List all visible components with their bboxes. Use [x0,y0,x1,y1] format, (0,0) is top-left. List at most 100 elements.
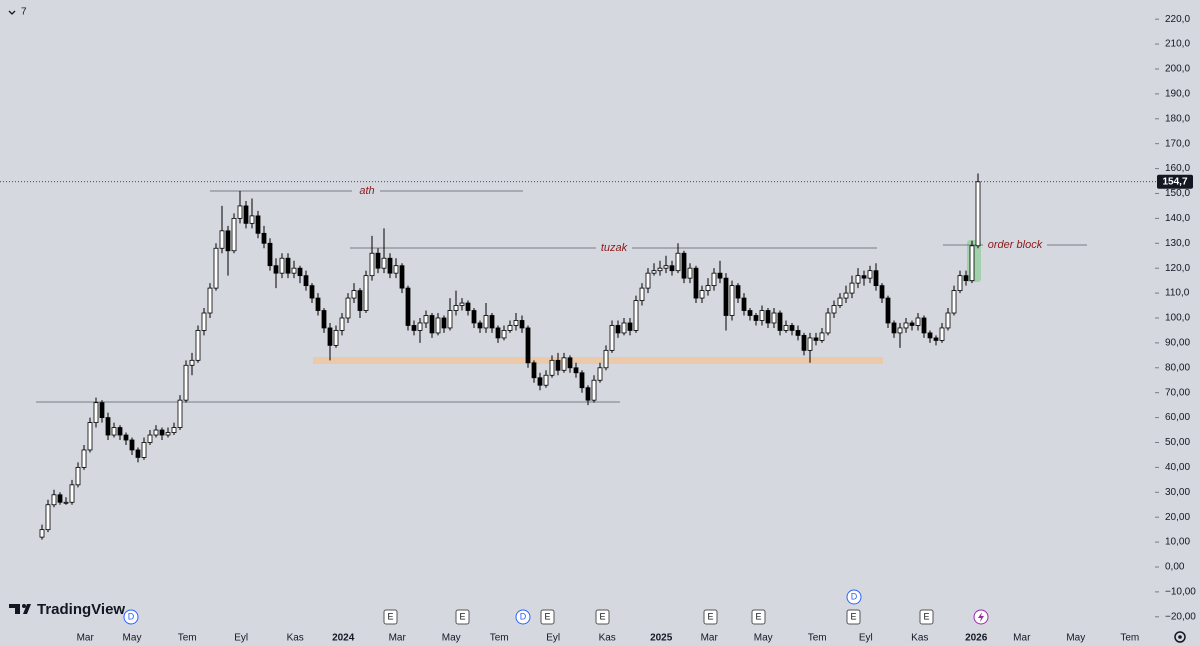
y-tick-label: 100,0 [1165,313,1190,324]
candle-body [285,257,291,274]
candle-body [351,290,357,299]
candle-body [141,442,147,458]
candle-body [279,257,285,274]
candle-body [333,330,339,346]
event-marker[interactable] [123,609,139,625]
candle-body [243,205,249,224]
candle-body [939,327,945,341]
candle-body [465,302,471,311]
candle-body [477,322,483,329]
candle-body [693,267,699,299]
candle-body [321,310,327,329]
candle-body [867,270,873,279]
candle-body [231,217,237,252]
y-tick-label: 40,00 [1165,462,1190,473]
event-marker[interactable] [751,609,766,625]
y-tick-label: 120,0 [1165,263,1190,274]
y-tick-label: 150,0 [1165,188,1190,199]
candle-body [447,310,453,329]
y-tick-label: 90,00 [1165,338,1190,349]
candle-body [303,275,309,287]
candle-body [459,302,465,306]
candle-body [453,305,459,311]
candle-body [969,245,975,282]
candle-body [207,287,213,314]
candle-body [213,247,219,289]
y-tick-label: −10,00 [1165,587,1196,598]
event-marker[interactable] [846,609,861,625]
candle-body [915,317,921,326]
candle-body [603,349,609,369]
candle-body [957,275,963,291]
candle-body [759,310,765,321]
candle-body [483,315,489,329]
candle-body [69,484,75,503]
candle-body [399,265,405,289]
y-tick-label: 20,00 [1165,512,1190,523]
event-marker[interactable] [846,589,862,605]
y-tick-label: 50,00 [1165,437,1190,448]
candle-body [975,181,981,247]
candle-body [153,429,159,436]
candle-body [309,285,315,299]
y-tick-label: −20,00 [1165,611,1196,622]
candle-body [891,322,897,334]
event-label: E [387,611,393,621]
candle-body [879,285,885,299]
candle-body [519,320,525,329]
candle-body [411,325,417,331]
candle-body [627,322,633,331]
support-zone [313,357,883,364]
candle-body [441,317,447,329]
event-marker[interactable] [515,609,531,625]
y-tick-label: 170,0 [1165,138,1190,149]
candle-body [51,494,57,506]
event-marker[interactable] [595,609,610,625]
candle-body [735,285,741,299]
candle-body [717,272,723,279]
candle-body [507,325,513,331]
y-tick-label: 190,0 [1165,89,1190,100]
candle-body [387,257,393,274]
candle-body [345,297,351,319]
candle-body [501,330,507,339]
candle-body [549,359,555,376]
candle-body [933,337,939,341]
brand-name: TradingView [37,601,125,618]
event-label: E [707,611,713,621]
candle-body [171,427,177,433]
candle-body [531,362,537,379]
last-price-box [1157,174,1193,189]
candle-body [117,427,123,436]
candle-body [57,494,63,503]
candle-body [585,387,591,401]
x-tick-label: Kas [287,633,304,644]
candle-body [63,501,69,504]
event-marker[interactable] [703,609,718,625]
candle-body [261,232,267,244]
collapse-icon[interactable] [8,10,16,15]
x-tick-label: Tem [178,633,197,644]
candle-body [525,327,531,364]
y-tick-label: 80,00 [1165,362,1190,373]
candle-body [705,285,711,291]
candle-body [45,504,51,531]
event-marker[interactable] [540,609,555,625]
settings-icon[interactable] [1174,631,1186,643]
candle-body [609,325,615,351]
candle-body [183,364,189,401]
event-marker[interactable] [919,609,934,625]
event-markers: D E E D E E E E E D E [123,589,989,625]
event-marker[interactable] [383,609,398,625]
event-marker[interactable] [455,609,470,625]
x-tick-label: Kas [911,633,928,644]
y-tick-label: 10,00 [1165,537,1190,548]
candle-body [795,330,801,336]
event-label: E [459,611,465,621]
candle-body [39,529,45,538]
event-label: D [520,611,527,621]
candle-body [159,429,165,436]
candle-body [663,265,669,269]
